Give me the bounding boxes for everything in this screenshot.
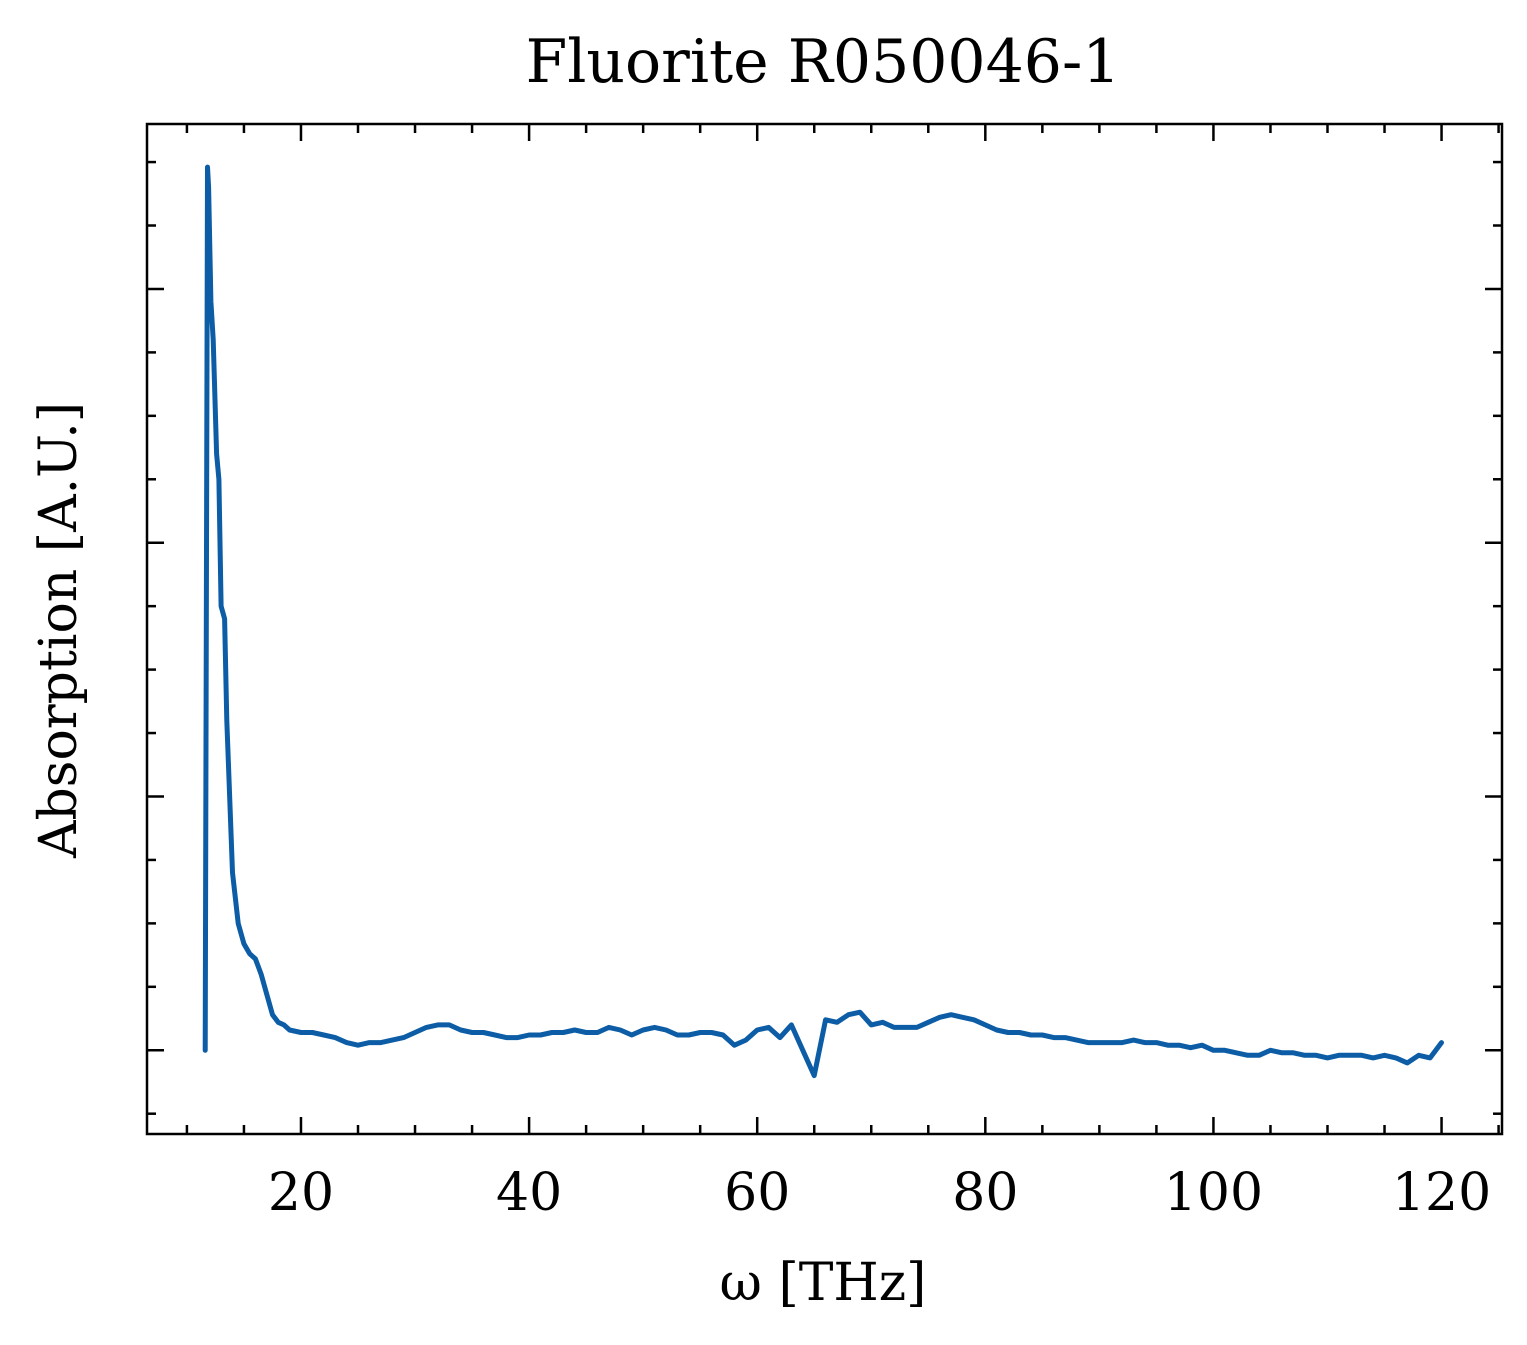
axis-ticks [147, 124, 1502, 1134]
x-tick-labels: 20 40 60 80 100 120 [268, 1163, 1491, 1223]
absorption-series-line [202, 164, 1444, 1079]
x-tick-label: 120 [1392, 1163, 1491, 1223]
x-axis-label: ω [THz] [720, 1253, 927, 1313]
x-tick-label: 60 [724, 1163, 790, 1223]
chart-title: Fluorite R050046-1 [526, 27, 1121, 97]
y-axis-label: Absorption [A.U.] [29, 402, 89, 859]
x-tick-label: 80 [952, 1163, 1018, 1223]
x-tick-label: 100 [1164, 1163, 1263, 1223]
x-tick-label: 20 [268, 1163, 334, 1223]
plot-frame [145, 122, 1504, 1136]
x-tick-label: 40 [496, 1163, 562, 1223]
